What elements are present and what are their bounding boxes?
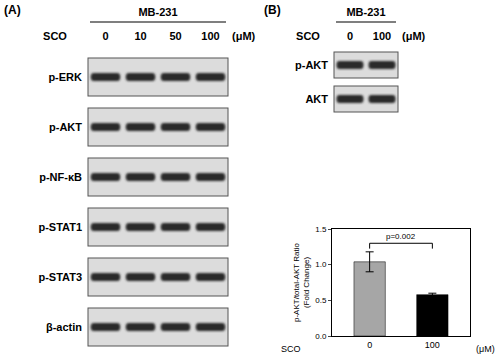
svg-text:(μM): (μM) (476, 344, 495, 354)
svg-text:0: 0 (102, 30, 108, 42)
svg-text:(B): (B) (264, 3, 281, 17)
svg-text:SCO: SCO (43, 30, 67, 42)
svg-text:(A): (A) (4, 3, 21, 17)
svg-text:p=0.002: p=0.002 (386, 232, 416, 241)
svg-text:SCO: SCO (281, 344, 301, 354)
svg-text:100: 100 (425, 340, 440, 350)
svg-text:0: 0 (347, 30, 353, 42)
svg-text:p-STAT3: p-STAT3 (38, 271, 82, 283)
svg-text:(μM): (μM) (402, 30, 426, 42)
svg-text:β-actin: β-actin (46, 321, 82, 333)
svg-text:1.5: 1.5 (315, 225, 327, 234)
svg-text:MB-231: MB-231 (346, 6, 385, 18)
svg-text:MB-231: MB-231 (138, 6, 177, 18)
svg-text:100: 100 (373, 30, 391, 42)
svg-text:SCO: SCO (296, 30, 320, 42)
svg-text:0.0: 0.0 (315, 332, 327, 341)
svg-text:10: 10 (134, 30, 146, 42)
svg-text:AKT: AKT (305, 93, 328, 105)
svg-text:50: 50 (169, 30, 181, 42)
svg-text:p-AKT/total-AKT Ratio(Fold Cha: p-AKT/total-AKT Ratio(Fold Change) (292, 242, 311, 322)
svg-text:1.0: 1.0 (315, 260, 327, 269)
svg-text:p-STAT1: p-STAT1 (38, 221, 82, 233)
svg-text:p-NF-κB: p-NF-κB (39, 171, 82, 183)
svg-text:p-AKT: p-AKT (295, 59, 328, 71)
svg-text:0: 0 (367, 340, 372, 350)
svg-text:p-ERK: p-ERK (48, 71, 82, 83)
svg-text:0.5: 0.5 (315, 296, 327, 305)
svg-text:100: 100 (201, 30, 219, 42)
svg-text:(μM): (μM) (232, 30, 256, 42)
svg-text:p-AKT: p-AKT (49, 121, 82, 133)
